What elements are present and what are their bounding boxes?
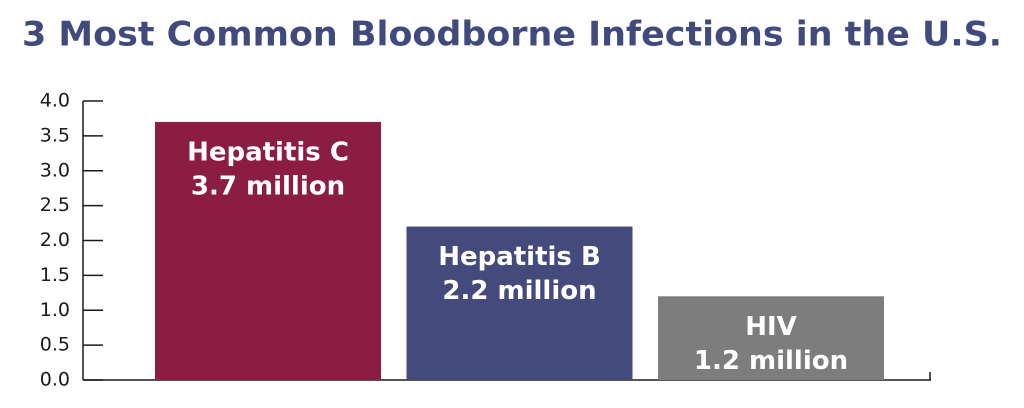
y-tick-label: 0.5 — [40, 334, 70, 356]
y-tick-label: 3.5 — [40, 124, 70, 146]
bar-category-label: Hepatitis C — [187, 137, 349, 167]
y-tick-label: 2.0 — [40, 229, 70, 251]
y-tick-label: 3.0 — [40, 159, 70, 181]
bar-category-label: Hepatitis B — [438, 242, 601, 272]
y-tick-label: 0.0 — [40, 369, 70, 391]
y-tick-label: 1.0 — [40, 299, 70, 321]
bar-category-label: HIV — [745, 312, 797, 342]
bar-value-label: 1.2 million — [694, 346, 848, 376]
y-tick-label: 4.0 — [40, 90, 70, 112]
bar-value-label: 2.2 million — [442, 276, 596, 306]
chart-title: 3 Most Common Bloodborne Infections in t… — [22, 15, 1002, 55]
bar — [155, 121, 381, 381]
bar — [406, 226, 633, 380]
bar — [658, 296, 884, 380]
bar-value-label: 3.7 million — [191, 171, 345, 201]
y-tick-label: 2.5 — [40, 194, 70, 216]
y-tick-label: 1.5 — [40, 264, 70, 286]
